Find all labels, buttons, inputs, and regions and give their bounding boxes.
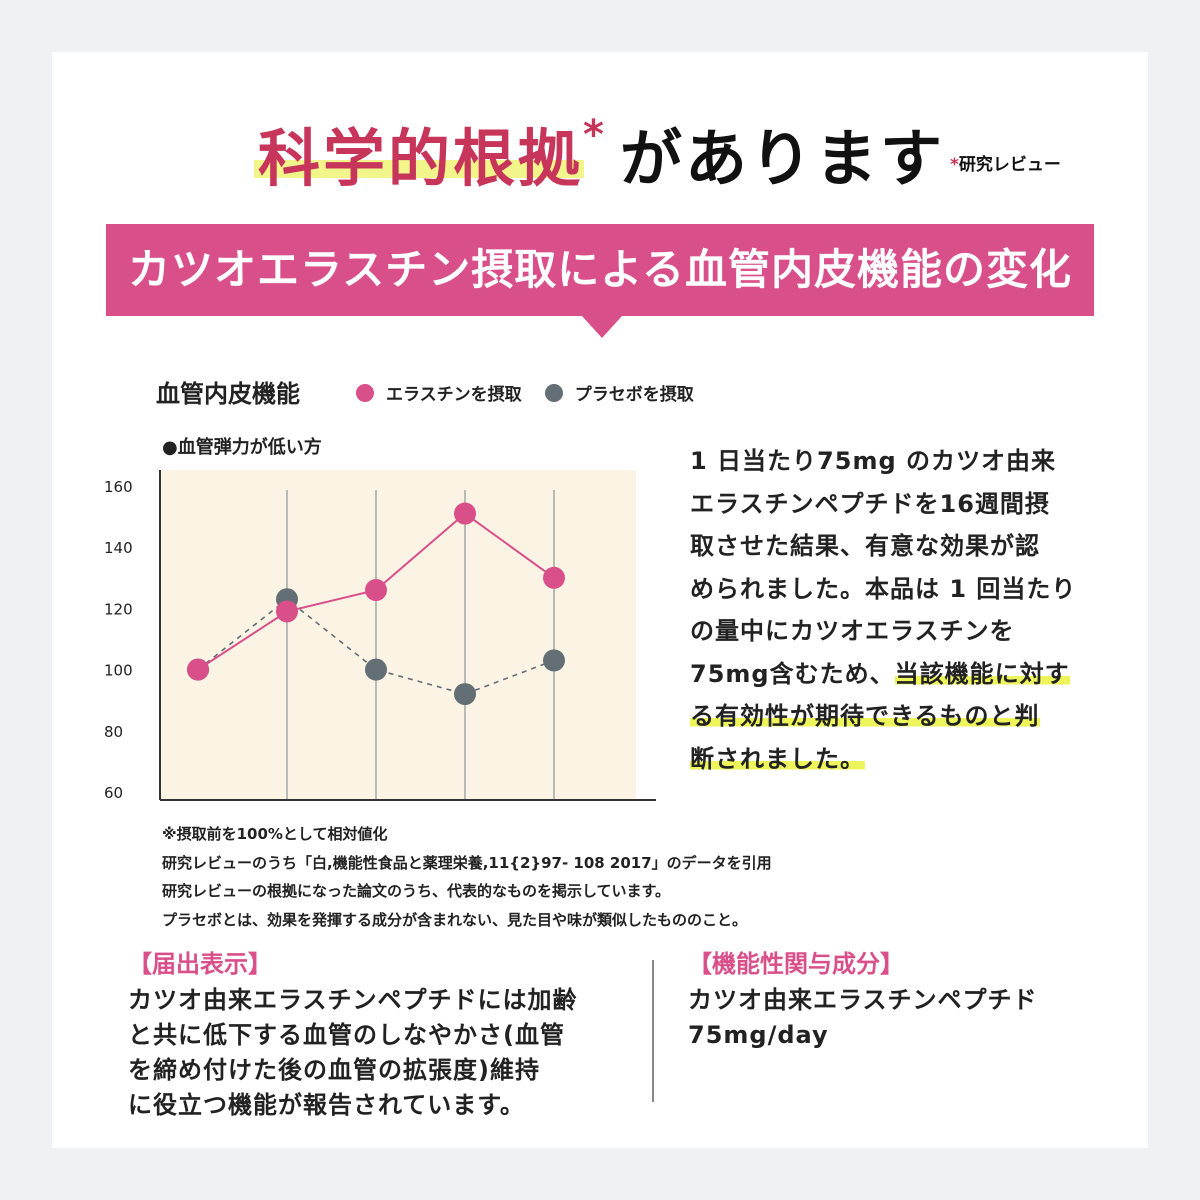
legend-item-placebo: プラセボを摂取 bbox=[544, 380, 694, 405]
legend-item-elastin: エラスチンを摂取 bbox=[356, 380, 522, 405]
ingredient-section: 【機能性関与成分】 カツオ由来エラスチンペプチド 75mg/day bbox=[688, 944, 1108, 1053]
chart-title: 血管内皮機能 bbox=[156, 380, 300, 408]
notification-heading: 【届出表示】 bbox=[128, 950, 272, 978]
y-tick-label: 100 bbox=[104, 662, 133, 680]
ingredient-heading: 【機能性関与成分】 bbox=[688, 950, 904, 978]
description-line: 1 日当たり75mg のカツオ由来 bbox=[690, 447, 1056, 475]
description-line: 75mg含むため、当該機能に対す bbox=[690, 653, 1110, 696]
description-line: る有効性が期待できるものと判 bbox=[690, 695, 1110, 738]
description-highlight: 断されました。 bbox=[690, 744, 865, 773]
notification-line: カツオ由来エラスチンペプチドには加齢 bbox=[128, 986, 578, 1014]
y-tick-label: 60 bbox=[104, 784, 123, 802]
description-line: 取させた結果、有意な効果が認 bbox=[690, 532, 1040, 560]
notification-line: に役立つ機能が報告されています。 bbox=[128, 1091, 525, 1119]
footnotes: ※摂取前を100%として相対値化 研究レビューのうち「白,機能性食品と薬理栄養,… bbox=[162, 820, 772, 934]
description-text: 1 日当たり75mg のカツオ由来 エラスチンペプチドを16週間摂 取させた結果… bbox=[690, 440, 1110, 780]
ingredient-line: 75mg/day bbox=[688, 1021, 829, 1049]
chart-subtitle: ●血管弾力が低い方 bbox=[162, 437, 322, 458]
footnote-line: 研究レビューの根拠になった論文のうち、代表的なものを掲示しています。 bbox=[162, 882, 671, 900]
line-chart: 160140120100806004w8w12w16w期間(週) bbox=[104, 470, 656, 802]
ingredient-line: カツオ由来エラスチンペプチド bbox=[688, 986, 1038, 1014]
data-point-placebo bbox=[543, 649, 565, 672]
footnote-text: 研究レビュー bbox=[958, 155, 1061, 175]
section-divider bbox=[652, 960, 654, 1102]
data-point-placebo bbox=[454, 683, 476, 706]
description-line: められました。本品は 1 回当たり bbox=[690, 574, 1077, 603]
y-tick-label: 160 bbox=[104, 478, 133, 496]
banner-pointer bbox=[582, 316, 622, 338]
notification-section: 【届出表示】 カツオ由来エラスチンペプチドには加齢 と共に低下する血管のしなやか… bbox=[128, 944, 638, 1123]
y-tick-label: 140 bbox=[104, 539, 133, 557]
data-point-elastin bbox=[365, 579, 387, 602]
data-point-placebo bbox=[365, 658, 387, 681]
headline-accent: 科学的根拠 bbox=[258, 122, 584, 195]
headline-footnote: *研究レビュー bbox=[950, 150, 1061, 175]
legend-label-placebo: プラセボを摂取 bbox=[574, 385, 694, 405]
description-highlight: 当該機能に対す bbox=[894, 659, 1070, 688]
description-line: の量中にカツオエラスチンを bbox=[690, 617, 1015, 645]
headline-underline bbox=[254, 160, 584, 178]
chart-legend: エラスチンを摂取 プラセボを摂取 bbox=[356, 380, 712, 406]
ingredient-body: カツオ由来エラスチンペプチド 75mg/day bbox=[688, 983, 1108, 1053]
description-highlight: る有効性が期待できるものと判 bbox=[690, 702, 1040, 730]
legend-label-elastin: エラスチンを摂取 bbox=[386, 385, 522, 405]
y-tick-label: 80 bbox=[104, 723, 123, 741]
headline-star: * bbox=[583, 112, 604, 158]
title-banner: カツオエラスチン摂取による血管内皮機能の変化 bbox=[106, 224, 1094, 316]
data-point-elastin bbox=[187, 658, 209, 681]
y-tick-label: 120 bbox=[104, 600, 133, 618]
headline-rest: があります bbox=[620, 122, 946, 195]
data-point-elastin bbox=[543, 566, 565, 589]
description-plain: 75mg含むため、 bbox=[690, 659, 895, 688]
description-line: 断されました。 bbox=[690, 738, 1110, 781]
footnote-line: プラセボとは、効果を発揮する成分が含まれない、見た目や味が類似したもののこと。 bbox=[162, 910, 748, 929]
headline: 科学的根拠 * があります *研究レビュー bbox=[0, 108, 1200, 195]
banner-text: カツオエラスチン摂取による血管内皮機能の変化 bbox=[128, 245, 1072, 294]
footnote-line: 研究レビューのうち「白,機能性食品と薬理栄養,11{2}97- 108 2017… bbox=[162, 853, 772, 872]
data-point-elastin bbox=[276, 600, 298, 623]
description-line: エラスチンペプチドを16週間摂 bbox=[690, 489, 1050, 518]
notification-line: を締め付けた後の血管の拡張度)維持 bbox=[128, 1056, 540, 1084]
notification-body: カツオ由来エラスチンペプチドには加齢 と共に低下する血管のしなやかさ(血管 を締… bbox=[128, 983, 638, 1123]
footnote-line: ※摂取前を100%として相対値化 bbox=[162, 825, 388, 843]
series-line-placebo bbox=[197, 598, 555, 695]
data-point-elastin bbox=[454, 502, 476, 525]
plot-area bbox=[160, 470, 636, 800]
legend-dot-elastin bbox=[356, 383, 374, 402]
notification-line: と共に低下する血管のしなやかさ(血管 bbox=[128, 1021, 565, 1049]
footnote-star: * bbox=[950, 155, 959, 175]
legend-dot-placebo bbox=[544, 383, 563, 402]
